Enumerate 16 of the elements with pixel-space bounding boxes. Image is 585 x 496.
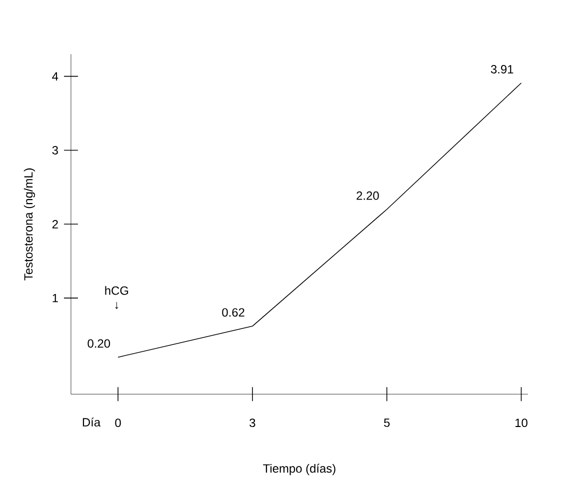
y-tick-label: 3 [52,146,58,154]
x-tick-label: 5 [384,418,390,427]
annotation: hCG ↓ [105,286,128,310]
data-label: 3.91 [490,65,514,74]
y-tick-label: 2 [52,220,58,228]
y-tick-label: 4 [52,72,58,80]
y-axis-title: Testosterona (ng/mL) [24,168,36,280]
data-label: 0.20 [88,339,110,348]
text: Día [82,418,101,427]
x-tick-label: 10 [516,418,528,428]
y-tick-label: 1 [52,294,58,302]
data-label: 2.20 [356,191,379,200]
x-tick-label: 3 [250,418,256,428]
x-axis-title: Tiempo (días) [263,464,336,476]
x-tick-label: 0 [115,418,121,428]
data-label: 0.62 [222,308,244,317]
